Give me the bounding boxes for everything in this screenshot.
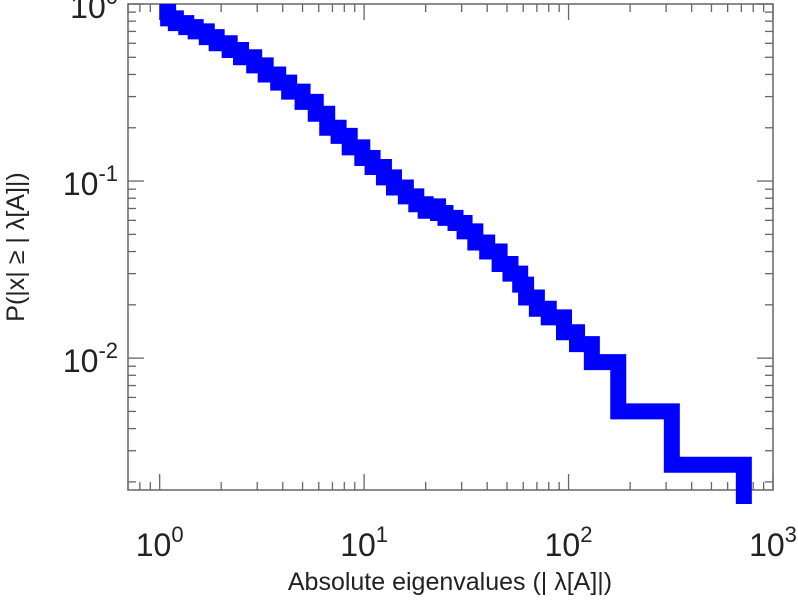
tick-label-exponent: 0 [171, 522, 183, 547]
axis-ticks [127, 3, 774, 490]
tick-label-base: 10 [749, 527, 785, 563]
x-axis-label: Absolute eigenvalues (| λ[A]|) [288, 568, 612, 596]
plot-frame [127, 3, 774, 491]
tick-label-base: 10 [63, 166, 99, 202]
tick-labels: 10010110210310010-110-2 [63, 0, 797, 563]
tick-label-exponent: 1 [376, 522, 388, 547]
tick-label-exponent: 2 [580, 522, 592, 547]
tick-label-exponent: 0 [106, 0, 118, 9]
x-tick-label: 103 [749, 522, 797, 563]
tick-label-base: 10 [70, 0, 106, 25]
tick-label-exponent: -1 [98, 161, 118, 186]
data-series-line [159, 4, 752, 505]
data-series-layer [159, 4, 752, 505]
tick-label-base: 10 [63, 343, 99, 379]
tick-label-exponent: 3 [785, 522, 797, 547]
x-tick-label: 102 [545, 522, 593, 563]
tick-label-exponent: -2 [98, 338, 118, 363]
tick-label-base: 10 [340, 527, 376, 563]
y-tick-label: 10-1 [63, 161, 118, 202]
y-axis-label: P(|x| ≥ | λ[A]|) [2, 172, 30, 321]
y-tick-label: 10-2 [63, 338, 118, 379]
x-tick-label: 100 [136, 522, 184, 563]
y-tick-label: 100 [70, 0, 118, 25]
tick-label-base: 10 [136, 527, 172, 563]
tick-label-base: 10 [545, 527, 581, 563]
x-tick-label: 101 [340, 522, 388, 563]
